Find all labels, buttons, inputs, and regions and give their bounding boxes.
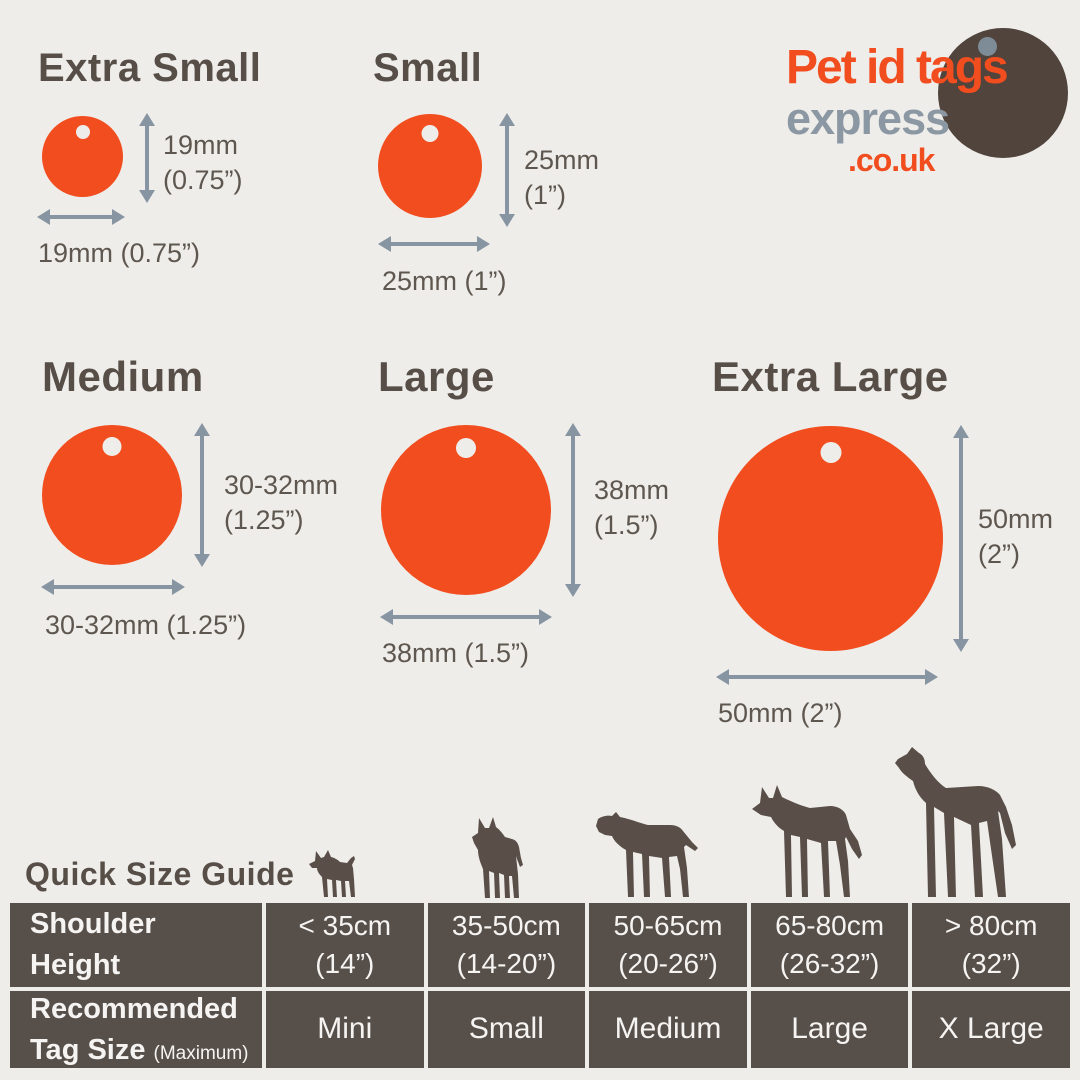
tag-circle-icon — [378, 114, 482, 218]
height-dimension-label: 38mm (1.5”) — [594, 475, 670, 541]
table-cell-height-3: 50-65cm (20-26”) — [589, 903, 747, 987]
quick-size-guide-title: Quick Size Guide — [25, 856, 295, 892]
width-dimension-label: 19mm (0.75”) — [38, 238, 201, 268]
brand-wordmark: Pet id tags express .co.uk — [786, 41, 1009, 178]
width-arrow-icon — [380, 608, 552, 626]
table-cell-tagsize-3: Medium — [589, 991, 747, 1068]
width-dimension-label: 38mm (1.5”) — [382, 638, 530, 668]
brand-tag-hole-icon — [978, 37, 997, 56]
dog-silhouette-mini-icon — [309, 850, 355, 897]
tag-circle-icon — [718, 426, 943, 651]
width-dimension-label: 30-32mm (1.25”) — [45, 610, 247, 640]
table-cell-height-2: 35-50cm (14-20”) — [427, 903, 586, 987]
tag-size-title: Extra Large — [712, 353, 949, 400]
width-arrow-icon — [41, 578, 185, 596]
height-arrow-icon — [193, 423, 211, 567]
height-arrow-icon — [952, 425, 970, 652]
tag-size-title: Extra Small — [38, 46, 262, 90]
tag-hole-icon — [820, 442, 841, 463]
dog-silhouette-large-icon — [752, 785, 862, 897]
height-arrow-icon — [498, 113, 516, 227]
tag-size-title: Medium — [42, 353, 204, 400]
table-cell-tagsize-1: Mini — [266, 991, 424, 1068]
table-cell-height-4: 65-80cm (26-32”) — [750, 903, 909, 987]
table-cell-tagsize-4: Large — [750, 991, 909, 1068]
table-cell-height-5: > 80cm (32”) — [912, 903, 1070, 987]
table-cell-tagsize-2: Small — [427, 991, 586, 1068]
width-dimension-label: 50mm (2”) — [718, 698, 843, 728]
tag-hole-icon — [102, 437, 122, 456]
tag-size-title: Small — [373, 46, 483, 90]
height-dimension-label: 30-32mm (1.25”) — [224, 470, 339, 536]
height-dimension-label: 19mm (0.75”) — [163, 130, 243, 196]
brand-name-line1: Pet id tags — [786, 41, 1009, 94]
width-arrow-icon — [37, 208, 125, 226]
dog-silhouette-medium-icon — [596, 812, 698, 897]
table-header-recommended-tag-size: Recommended Tag Size (Maximum) — [10, 991, 262, 1068]
width-dimension-label: 25mm (1”) — [382, 266, 507, 296]
tag-hole-icon — [456, 438, 476, 458]
brand-name-line2: express — [786, 93, 950, 144]
table-cell-tagsize-5: X Large — [912, 991, 1070, 1068]
dog-silhouette-xlarge-icon — [895, 747, 1016, 897]
brand-tag-icon — [938, 28, 1068, 158]
tag-hole-icon — [421, 125, 439, 142]
height-dimension-label: 50mm (2”) — [978, 504, 1054, 570]
tag-circle-icon — [381, 425, 551, 595]
size-guide-table: Shoulder Height < 35cm (14”) 35-50cm (14-2… — [10, 903, 1070, 1068]
table-header-maximum-note: (Maximum) — [153, 1042, 249, 1064]
height-arrow-icon — [564, 423, 582, 597]
height-dimension-label: 25mm (1”) — [524, 145, 600, 211]
tag-circle-icon — [42, 425, 182, 565]
width-arrow-icon — [378, 235, 490, 253]
tag-size-title: Large — [378, 353, 495, 400]
tag-hole-icon — [75, 125, 90, 139]
tag-circle-icon — [42, 116, 123, 197]
height-arrow-icon — [138, 113, 156, 203]
table-header-shoulder-height: Shoulder Height — [10, 903, 262, 987]
brand-domain: .co.uk — [848, 142, 935, 178]
width-arrow-icon — [716, 668, 938, 686]
dog-silhouette-small-icon — [472, 817, 523, 898]
table-cell-height-1: < 35cm (14”) — [266, 903, 424, 987]
